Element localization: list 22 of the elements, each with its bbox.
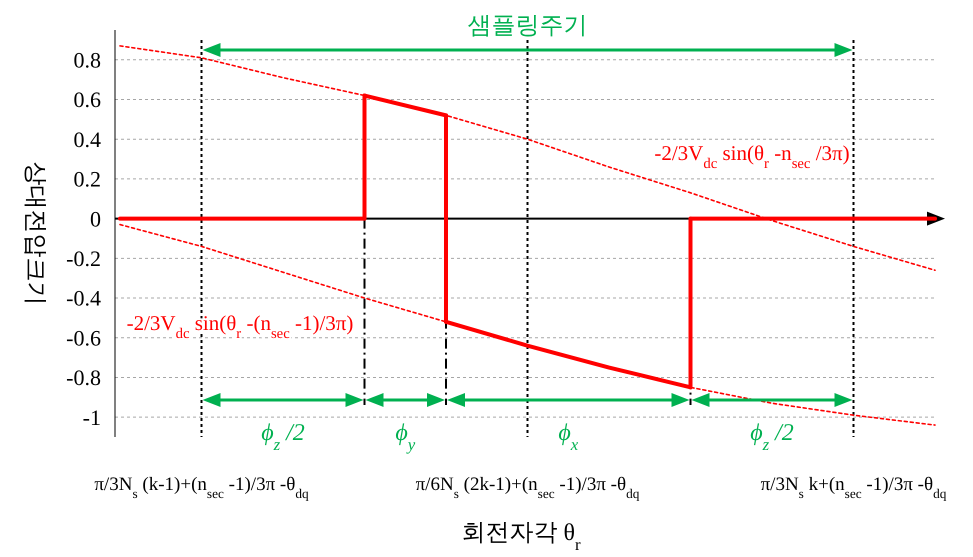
annotation: ϕ$_{z}$/2	[750, 420, 794, 454]
annotation: -2/3V$_{dc}$sin(θ$_{r}$-(n$_{sec}$-1)/3π)	[126, 311, 354, 342]
annotation: ϕ$_{x}$	[558, 420, 579, 454]
annotation: 샘플링주기	[468, 11, 588, 39]
y-axis-title: 상대전압크기	[22, 162, 50, 306]
y-tick-label: -0.2	[66, 246, 101, 272]
y-tick-label: 0.2	[74, 166, 101, 192]
x-tick-label: π/3N$_{s}$(k-1)+(n$_{sec}$-1)/3π -θ$_{dq}$	[94, 474, 310, 500]
y-tick-label: -0.8	[66, 365, 101, 390]
annotation: -2/3V$_{dc}$sin(θ$_{r}$-n$_{sec}$/3π)	[654, 141, 850, 172]
y-tick-label: -0.6	[66, 325, 101, 350]
annotation: ϕ$_{z}$/2	[261, 420, 305, 454]
y-tick-label: 0.4	[74, 126, 101, 152]
y-tick-label: 0	[90, 206, 101, 232]
x-tick-label: π/3N$_{s}$k+(n$_{sec}$-1)/3π -θ$_{dq}$	[760, 474, 947, 500]
x-axis-title: 회전자각 θ$_{r}$	[461, 520, 581, 554]
y-tick-label: -0.4	[66, 286, 101, 311]
y-tick-label: 0.8	[74, 47, 101, 72]
x-tick-label: π/6N$_{s}$(2k-1)+(n$_{sec}$-1)/3π -θ$_{dq}$	[416, 474, 640, 500]
y-tick-label: -1	[82, 404, 101, 430]
y-tick-label: 0.6	[74, 87, 101, 112]
annotation: ϕ$_{y}$	[395, 420, 416, 454]
